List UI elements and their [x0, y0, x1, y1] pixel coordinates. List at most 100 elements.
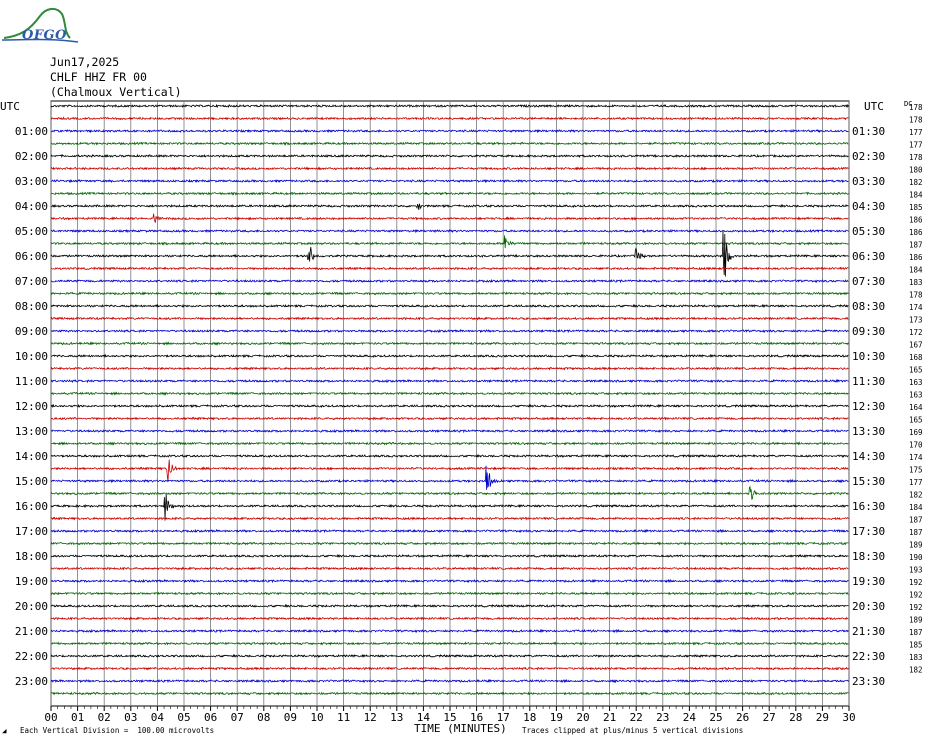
seismic-trace — [50, 213, 849, 223]
right-axis-label: UTC — [864, 100, 884, 113]
dc-offset-value: 184 — [909, 503, 923, 512]
seismic-trace — [51, 203, 849, 211]
x-tick-label: 09 — [284, 711, 297, 724]
x-tick-label: 17 — [497, 711, 510, 724]
dc-offset-value: 182 — [909, 491, 923, 500]
seismic-trace — [50, 166, 849, 171]
dc-offset-value: 189 — [909, 616, 923, 625]
dc-offset-value: 180 — [909, 166, 923, 175]
right-hour-label: 04:30 — [852, 200, 885, 213]
right-hour-label: 16:30 — [852, 500, 885, 513]
dc-offset-value: 186 — [909, 253, 923, 262]
seismic-trace — [50, 303, 849, 309]
x-tick-label: 02 — [98, 711, 111, 724]
x-tick-label: 00 — [44, 711, 57, 724]
seismic-trace — [50, 453, 849, 459]
left-hour-label: 13:00 — [15, 425, 48, 438]
dc-offset-value: 178 — [909, 103, 923, 112]
left-hour-label: 19:00 — [15, 575, 48, 588]
right-hour-label: 13:30 — [852, 425, 885, 438]
left-hour-label: 06:00 — [15, 250, 48, 263]
dc-offset-value: 165 — [909, 366, 923, 375]
right-hour-label: 06:30 — [852, 250, 885, 263]
seismic-trace — [50, 141, 849, 146]
x-tick-label: 30 — [842, 711, 855, 724]
dc-offset-value: 182 — [909, 178, 923, 187]
x-tick-label: 08 — [257, 711, 270, 724]
left-hour-label: 10:00 — [15, 350, 48, 363]
right-hour-label: 20:30 — [852, 600, 885, 613]
left-hour-label: 17:00 — [15, 525, 48, 538]
dc-offset-value: 175 — [909, 466, 923, 475]
dc-offset-value: 172 — [909, 328, 923, 337]
seismic-trace — [50, 278, 849, 284]
x-tick-label: 23 — [656, 711, 669, 724]
seismic-trace — [50, 516, 849, 521]
dc-offset-value: 185 — [909, 203, 923, 212]
dc-offset-value: 178 — [909, 116, 923, 125]
left-hour-label: 05:00 — [15, 225, 48, 238]
seismic-trace — [50, 416, 849, 421]
right-hour-label: 10:30 — [852, 350, 885, 363]
dc-offset-value: 165 — [909, 416, 923, 425]
right-hour-label: 07:30 — [852, 275, 885, 288]
seismic-trace — [50, 528, 849, 534]
x-tick-label: 10 — [310, 711, 323, 724]
dc-offset-value: 193 — [909, 566, 923, 575]
left-hour-label: 16:00 — [15, 500, 48, 513]
seismic-trace — [50, 541, 849, 546]
seismic-trace — [50, 328, 849, 334]
seismic-trace — [50, 153, 849, 159]
x-tick-label: 26 — [736, 711, 749, 724]
seismic-trace — [50, 178, 849, 184]
dc-offset-value: 177 — [909, 141, 923, 150]
right-hour-label: 12:30 — [852, 400, 885, 413]
left-hour-label: 01:00 — [15, 125, 48, 138]
dc-offset-value: 182 — [909, 666, 923, 675]
x-tick-label: 28 — [789, 711, 802, 724]
seismic-trace — [50, 653, 849, 659]
dc-offset-value: 184 — [909, 266, 923, 275]
x-tick-label: 27 — [763, 711, 776, 724]
seismic-trace — [50, 666, 849, 671]
station-location: (Chalmoux Vertical) — [50, 85, 182, 99]
seismic-trace — [50, 230, 849, 277]
dc-offset-value: 192 — [909, 578, 923, 587]
dc-offset-value: 187 — [909, 628, 923, 637]
seismic-trace — [50, 485, 849, 500]
x-tick-label: 18 — [523, 711, 536, 724]
left-hour-label: 21:00 — [15, 625, 48, 638]
left-hour-label: 15:00 — [15, 475, 48, 488]
left-hour-label: 22:00 — [15, 650, 48, 663]
seismic-trace — [50, 378, 849, 384]
right-hour-label: 23:30 — [852, 675, 885, 688]
x-tick-label: 04 — [151, 711, 165, 724]
seismic-trace — [50, 353, 849, 359]
dc-offset-value: 187 — [909, 516, 923, 525]
left-hour-label: 11:00 — [15, 375, 48, 388]
x-tick-label: 07 — [231, 711, 244, 724]
dc-offset-value: 177 — [909, 478, 923, 487]
dc-offset-value: 170 — [909, 441, 923, 450]
x-tick-label: 16 — [470, 711, 483, 724]
seismic-trace — [50, 191, 849, 196]
ofgo-logo: OFGO — [0, 2, 80, 46]
seismic-trace — [50, 291, 849, 296]
x-tick-label: 12 — [364, 711, 377, 724]
seismic-trace — [50, 459, 849, 482]
left-hour-label: 12:00 — [15, 400, 48, 413]
seismic-trace — [50, 266, 849, 271]
seismic-trace — [50, 641, 849, 646]
seismic-trace — [50, 366, 849, 371]
dc-offset-value: 178 — [909, 153, 923, 162]
left-axis-label: UTC — [0, 100, 20, 113]
right-hour-label: 18:30 — [852, 550, 885, 563]
seismic-trace — [50, 494, 849, 521]
left-hour-label: 04:00 — [15, 200, 48, 213]
dc-offset-value: 184 — [909, 191, 923, 200]
seismic-trace — [50, 235, 849, 249]
seismic-trace — [50, 465, 849, 490]
x-tick-label: 24 — [683, 711, 697, 724]
dc-offset-value: 183 — [909, 653, 923, 662]
